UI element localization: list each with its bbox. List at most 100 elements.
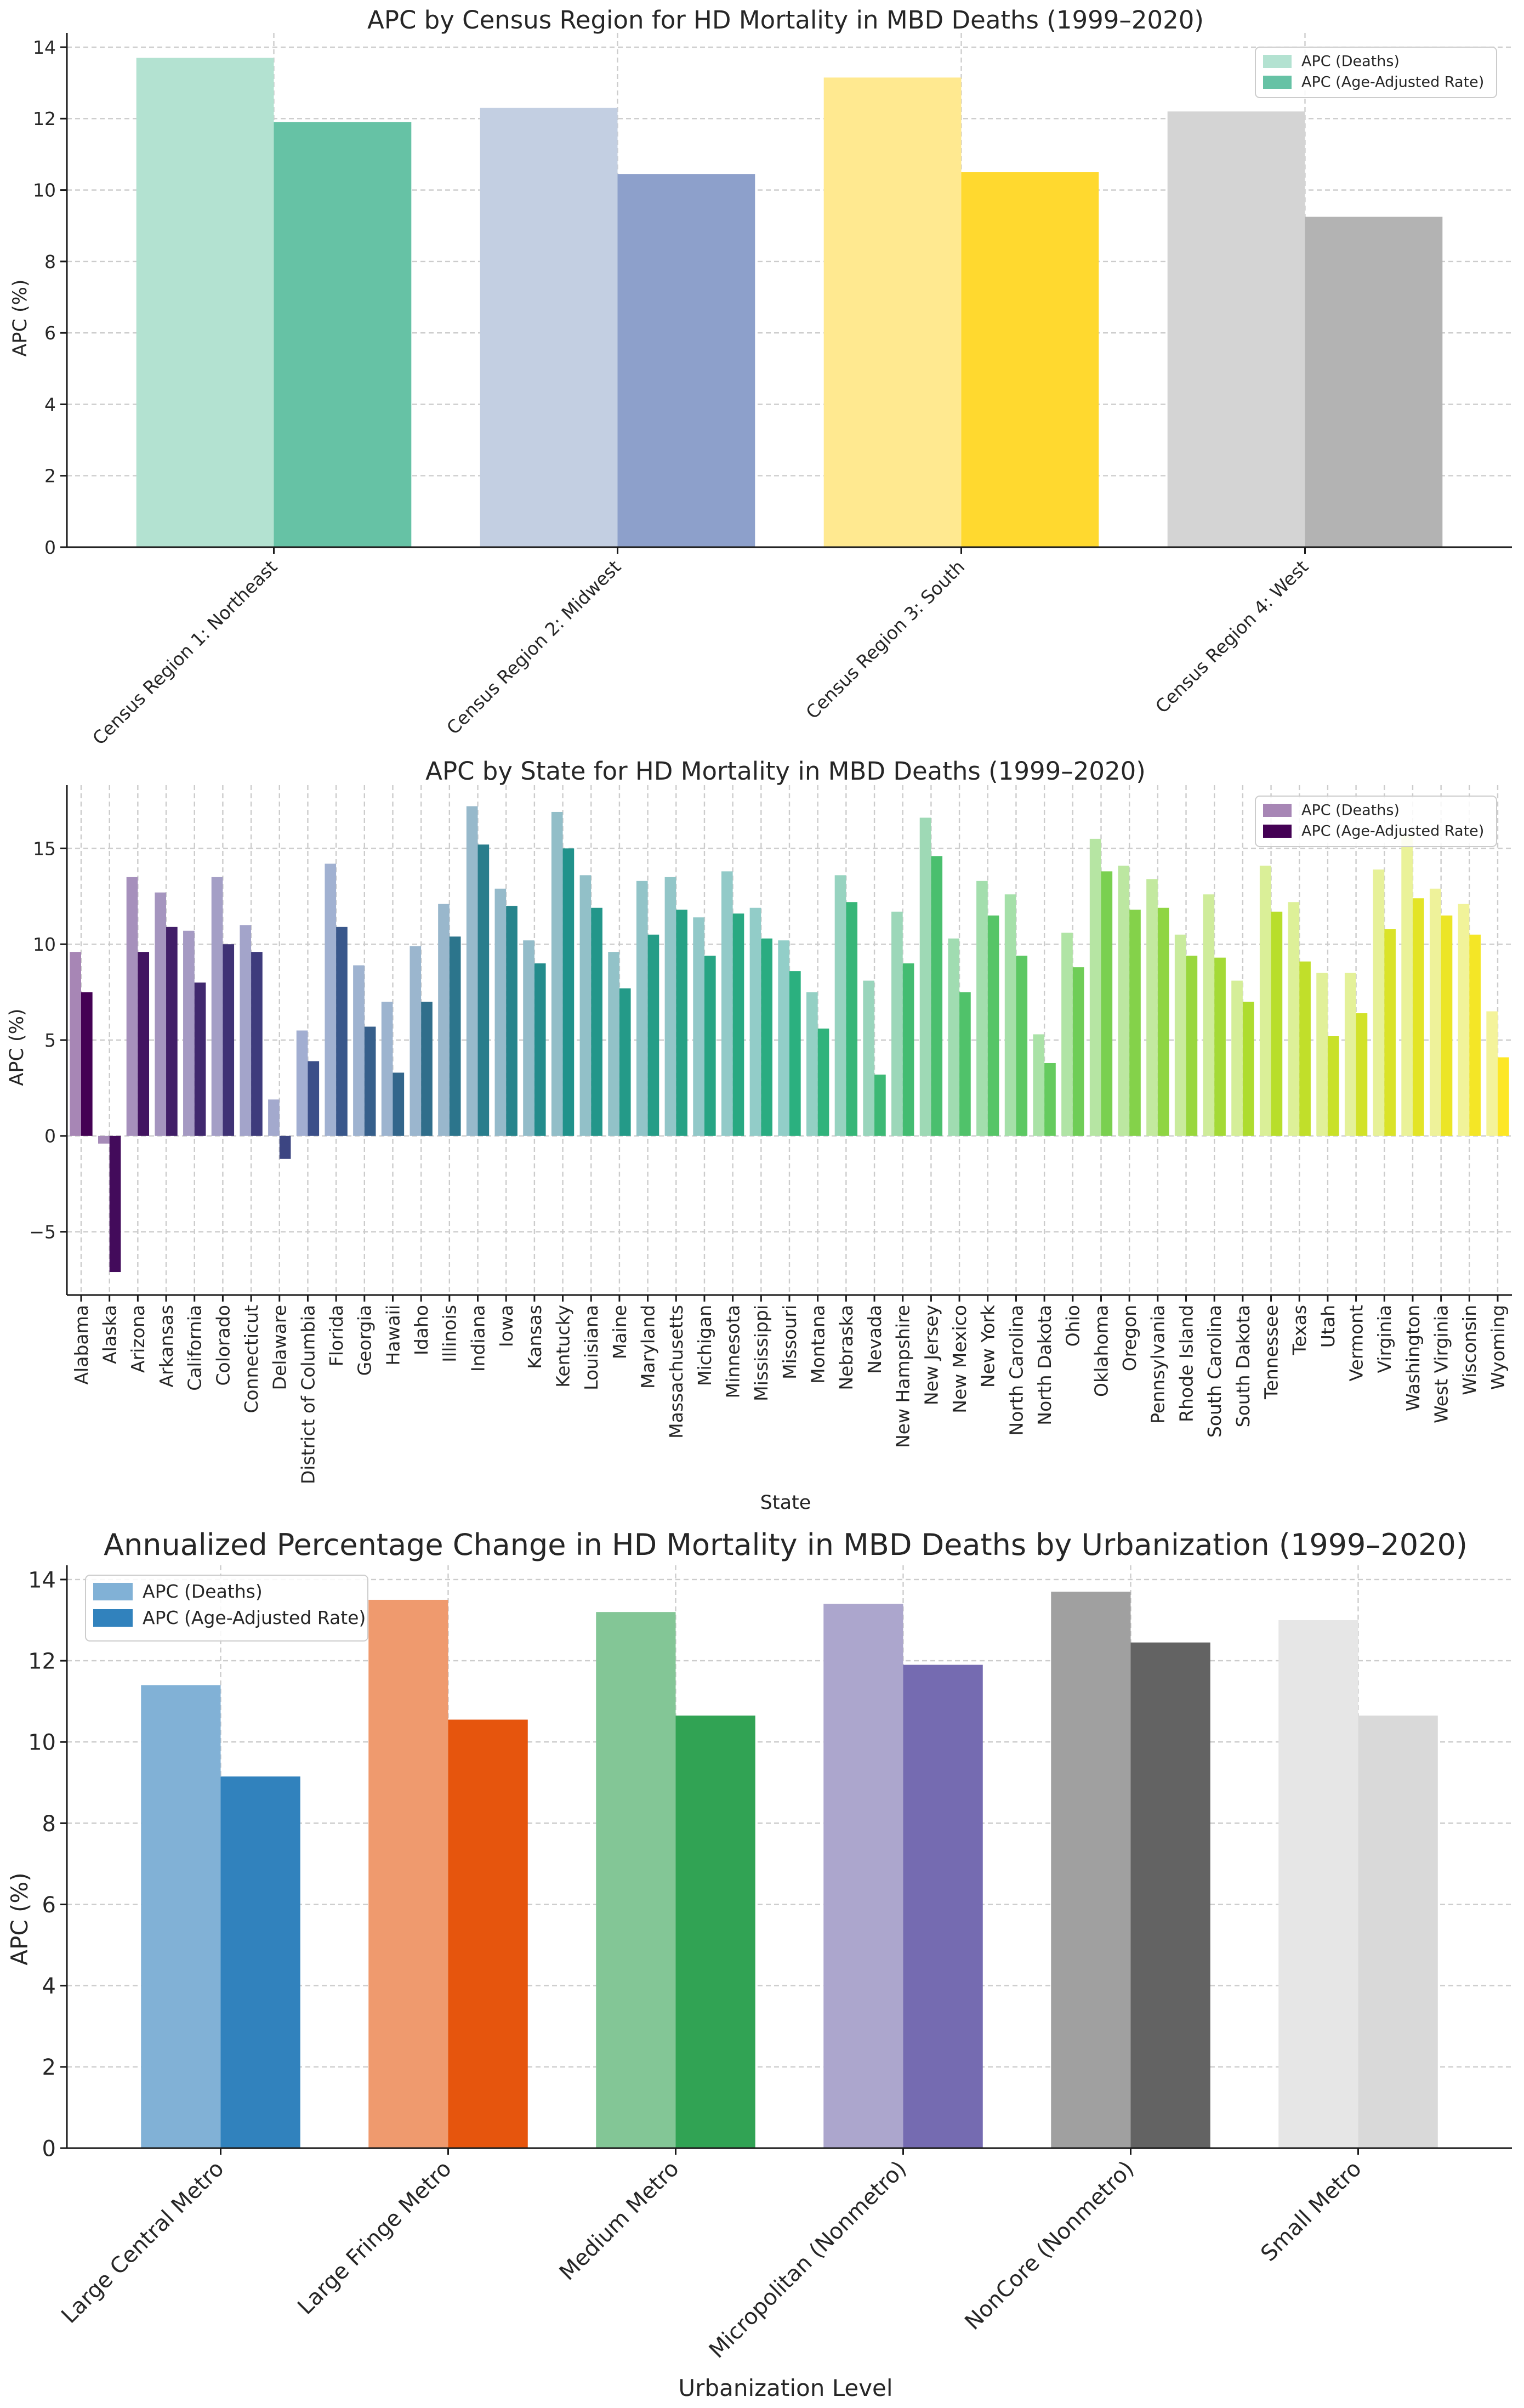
urbanization-legend-swatch [93, 1583, 133, 1600]
state-bar-age-adjusted [676, 910, 687, 1136]
state-bar-deaths [693, 917, 704, 1136]
urbanization-bar-age-adjusted [675, 1716, 755, 2148]
urbanization-bar-age-adjusted [1130, 1642, 1210, 2148]
state-bar-deaths [976, 881, 988, 1136]
census-bar-deaths [480, 107, 618, 547]
state-bar-age-adjusted [1384, 929, 1396, 1136]
state-bar-age-adjusted [704, 956, 716, 1136]
state-bar-deaths [1004, 894, 1016, 1136]
census-bar-age-adjusted [961, 172, 1099, 548]
state-bar-age-adjusted [477, 844, 490, 1136]
state-x-tick-label: New Mexico [949, 1305, 970, 1413]
state-bar-age-adjusted [1356, 1013, 1368, 1136]
census-y-tick-label: 10 [33, 179, 56, 201]
census-bar-age-adjusted [617, 174, 755, 548]
state-bar-age-adjusted [223, 944, 235, 1136]
urbanization-bar-deaths [823, 1604, 903, 2148]
census-bar-deaths [1167, 111, 1305, 548]
state-bar-deaths [353, 965, 365, 1136]
state-bar-age-adjusted [1129, 910, 1141, 1136]
state-bar-deaths [721, 871, 733, 1136]
state-x-tick-label: Georgia [354, 1305, 376, 1376]
urbanization-y-tick-label: 12 [28, 1649, 56, 1674]
census-legend-swatch [1263, 55, 1292, 68]
state-bar-deaths [1118, 865, 1130, 1136]
state-bar-age-adjusted [1242, 1002, 1254, 1136]
census-bar-deaths [136, 58, 274, 547]
state-x-tick-label: Arkansas [156, 1305, 177, 1387]
state-bar-deaths [1259, 865, 1271, 1136]
state-bar-age-adjusted [251, 952, 263, 1136]
state-bar-age-adjusted [1412, 898, 1424, 1136]
urbanization-y-axis-label: APC (%) [6, 1872, 33, 1965]
state-bar-age-adjusted [562, 848, 575, 1136]
state-bar-deaths [608, 952, 619, 1136]
state-bar-deaths [863, 980, 875, 1136]
state-x-tick-label: Hawaii [382, 1305, 403, 1366]
state-bar-age-adjusted [1441, 915, 1453, 1136]
state-bar-deaths [1089, 838, 1101, 1136]
state-bar-age-adjusted [166, 927, 178, 1136]
state-x-tick-label: District of Columbia [297, 1305, 319, 1484]
state-bar-age-adjusted [874, 1074, 886, 1136]
state-bar-age-adjusted [817, 1029, 829, 1136]
state-legend-box [1255, 796, 1497, 847]
urbanization-legend-box [85, 1575, 368, 1642]
urbanization-bar-deaths [1051, 1592, 1131, 2148]
census-y-tick-label: 0 [44, 537, 56, 558]
state-bar-deaths [551, 811, 563, 1136]
state-x-tick-label: Wyoming [1487, 1305, 1509, 1390]
census-y-tick-label: 2 [44, 465, 56, 487]
state-bar-deaths [1203, 894, 1215, 1136]
state-bar-deaths [1486, 1011, 1498, 1136]
state-x-tick-label: Indiana [467, 1305, 488, 1372]
state-x-tick-label: Alabama [71, 1305, 92, 1385]
state-x-tick-label: Arizona [127, 1305, 149, 1373]
state-x-tick-label: Texas [1289, 1305, 1310, 1355]
state-x-tick-label: California [184, 1305, 206, 1391]
state-bar-deaths [1231, 980, 1243, 1136]
state-legend-swatch [1263, 825, 1292, 838]
state-bar-age-adjusted [449, 936, 461, 1136]
state-y-tick-label: −5 [29, 1222, 56, 1243]
state-bar-deaths [296, 1030, 308, 1136]
state-bar-age-adjusted [81, 992, 93, 1136]
state-x-tick-label: Maine [609, 1305, 630, 1359]
urbanization-bar-deaths [368, 1599, 448, 2148]
state-bar-deaths [70, 952, 81, 1136]
state-bar-deaths [636, 881, 648, 1136]
state-bar-deaths [268, 1099, 280, 1136]
state-bar-deaths [1146, 879, 1158, 1136]
state-chart: APC by State for HD Mortality in MBD Dea… [6, 757, 1512, 1514]
state-y-tick-label: 10 [33, 934, 56, 955]
state-x-tick-label: Delaware [269, 1305, 291, 1390]
state-x-tick-label: Florida [326, 1305, 347, 1366]
census-y-tick-label: 4 [44, 394, 56, 415]
state-bar-age-adjusted [987, 915, 999, 1136]
state-bar-deaths [1288, 902, 1300, 1136]
urbanization-y-tick-label: 14 [28, 1568, 56, 1593]
state-bar-age-adjusted [506, 906, 518, 1136]
state-x-tick-label: New York [977, 1304, 999, 1388]
state-bar-deaths [438, 904, 450, 1136]
state-bar-deaths [183, 930, 195, 1136]
state-bar-age-adjusted [308, 1061, 320, 1136]
state-bar-deaths [1061, 933, 1073, 1136]
urbanization-x-axis-label: Urbanization Level [678, 2375, 892, 2401]
state-x-tick-label: Massachusetts [666, 1305, 687, 1439]
census-y-tick-label: 12 [33, 108, 56, 129]
urbanization-bar-deaths [141, 1685, 221, 2148]
state-bar-deaths [155, 892, 167, 1136]
state-bar-deaths [240, 925, 252, 1136]
state-bar-age-adjusted [959, 992, 971, 1136]
state-x-tick-label: Kentucky [552, 1305, 573, 1388]
state-bar-age-adjusted [1044, 1063, 1056, 1136]
state-bar-deaths [1458, 904, 1470, 1136]
state-x-tick-label: Michigan [694, 1305, 715, 1386]
state-bar-age-adjusted [619, 988, 631, 1136]
urbanization-legend-swatch [93, 1609, 133, 1627]
state-bar-deaths [1033, 1034, 1045, 1136]
state-bar-deaths [579, 875, 592, 1136]
census-region-chart: APC by Census Region for HD Mortality in… [9, 5, 1512, 749]
